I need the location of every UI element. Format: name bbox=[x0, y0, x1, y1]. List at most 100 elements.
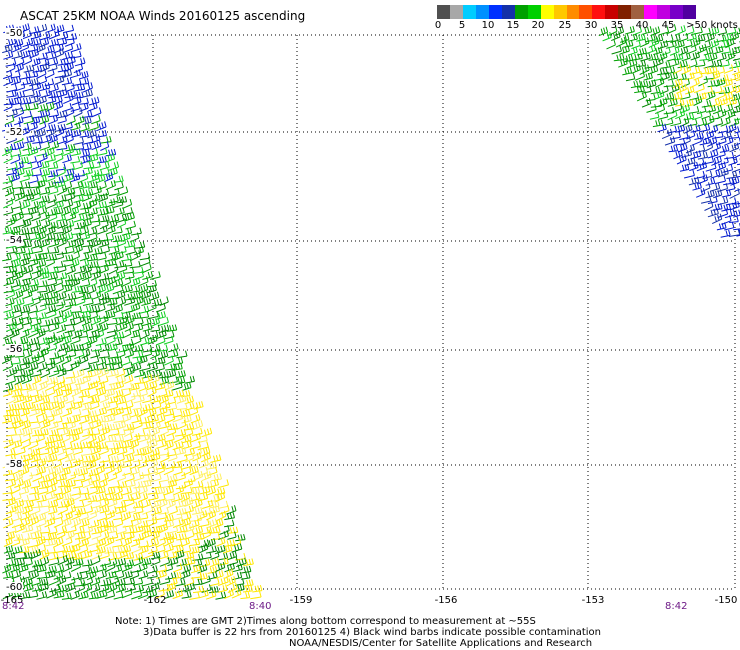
scale-label: >50 knots bbox=[686, 20, 738, 31]
wind-barb bbox=[29, 407, 40, 417]
wind-barb bbox=[31, 219, 42, 229]
wind-barb bbox=[729, 31, 740, 41]
wind-barb bbox=[65, 245, 75, 255]
wind-barb bbox=[10, 70, 21, 79]
wind-barb bbox=[53, 388, 64, 398]
wind-barb bbox=[90, 237, 102, 248]
wind-barb bbox=[190, 414, 201, 424]
wind-barb bbox=[48, 317, 60, 326]
wind-barb bbox=[72, 558, 84, 567]
wind-barb bbox=[627, 46, 638, 56]
wind-barb bbox=[45, 440, 56, 450]
wind-barb bbox=[53, 277, 64, 287]
wind-barb bbox=[57, 554, 68, 566]
wind-barb bbox=[729, 142, 740, 153]
scale-swatch bbox=[605, 5, 619, 19]
wind-barb bbox=[10, 172, 20, 182]
wind-barb bbox=[113, 250, 124, 261]
wind-barb bbox=[107, 506, 117, 516]
wind-barb bbox=[687, 59, 698, 69]
wind-barb bbox=[99, 245, 110, 255]
wind-barb bbox=[62, 254, 74, 262]
wind-barb bbox=[99, 472, 109, 483]
wind-barb bbox=[146, 355, 157, 366]
wind-barb bbox=[130, 277, 141, 287]
wind-barb bbox=[22, 524, 34, 533]
wind-barb bbox=[619, 45, 630, 55]
wind-barb bbox=[48, 367, 60, 378]
wind-barb bbox=[216, 510, 227, 522]
wind-barb bbox=[167, 525, 179, 534]
wind-barb bbox=[2, 226, 13, 235]
wind-barb bbox=[82, 323, 94, 333]
wind-barb bbox=[70, 155, 81, 164]
wind-barb bbox=[124, 447, 135, 457]
wind-barb bbox=[215, 561, 226, 572]
wind-barb bbox=[6, 558, 17, 567]
wind-barb bbox=[22, 532, 33, 541]
wind-barb bbox=[74, 473, 86, 482]
wind-barb bbox=[79, 493, 90, 502]
wind-barb bbox=[23, 89, 35, 98]
wind-barb bbox=[13, 297, 25, 307]
wind-barb bbox=[3, 260, 14, 268]
wind-barb bbox=[45, 546, 56, 554]
wind-barb bbox=[210, 454, 222, 463]
wind-barb bbox=[96, 225, 108, 235]
wind-barb bbox=[724, 136, 734, 146]
wind-barb bbox=[62, 492, 72, 501]
wind-barb bbox=[130, 564, 142, 574]
wind-barb bbox=[11, 181, 23, 190]
wind-barb bbox=[129, 232, 140, 243]
wind-barb bbox=[675, 109, 686, 120]
wind-barb bbox=[155, 335, 166, 346]
wind-barb bbox=[150, 582, 160, 592]
wind-barb bbox=[163, 485, 174, 496]
wind-barb bbox=[13, 499, 25, 509]
wind-barb bbox=[88, 592, 99, 600]
wind-barb bbox=[27, 459, 39, 469]
wind-barb bbox=[53, 100, 64, 111]
wind-barb bbox=[705, 90, 716, 101]
wind-barb bbox=[646, 103, 657, 113]
wind-barb bbox=[91, 323, 102, 333]
wind-barb bbox=[88, 102, 98, 112]
wind-barb bbox=[72, 480, 84, 489]
wind-barb bbox=[701, 99, 712, 108]
wind-barb bbox=[70, 250, 80, 262]
wind-barb bbox=[37, 380, 48, 392]
wind-barb bbox=[48, 429, 59, 437]
wind-barb bbox=[184, 505, 194, 514]
wind-barb bbox=[2, 510, 13, 521]
wind-barb bbox=[166, 498, 176, 509]
wind-barb bbox=[6, 270, 17, 280]
wind-barb bbox=[3, 304, 13, 313]
wind-barb bbox=[3, 438, 14, 449]
wind-barb bbox=[80, 441, 92, 449]
wind-barb bbox=[198, 492, 209, 502]
wind-barb bbox=[48, 169, 59, 178]
wind-barb bbox=[45, 23, 56, 33]
wind-barb bbox=[90, 134, 101, 144]
wind-barb bbox=[172, 589, 183, 600]
lat-label: -56 bbox=[5, 344, 24, 355]
wind-barb bbox=[122, 361, 133, 371]
wind-barb bbox=[167, 423, 178, 431]
wind-barb bbox=[697, 174, 708, 185]
wind-barb bbox=[125, 246, 136, 256]
wind-barb bbox=[121, 356, 131, 366]
wind-barb bbox=[56, 529, 66, 540]
wind-barb bbox=[107, 351, 119, 359]
wind-barb bbox=[159, 576, 171, 585]
wind-barb bbox=[120, 276, 132, 288]
wind-barb bbox=[710, 182, 721, 192]
wind-barb bbox=[61, 467, 71, 476]
wind-barb bbox=[46, 225, 56, 236]
wind-barb bbox=[733, 223, 740, 231]
wind-barb bbox=[86, 277, 98, 288]
wind-barb bbox=[147, 310, 159, 320]
wind-barb bbox=[48, 499, 59, 508]
wind-barb bbox=[133, 556, 144, 567]
wind-barb bbox=[689, 66, 701, 75]
wind-barb bbox=[717, 52, 727, 62]
